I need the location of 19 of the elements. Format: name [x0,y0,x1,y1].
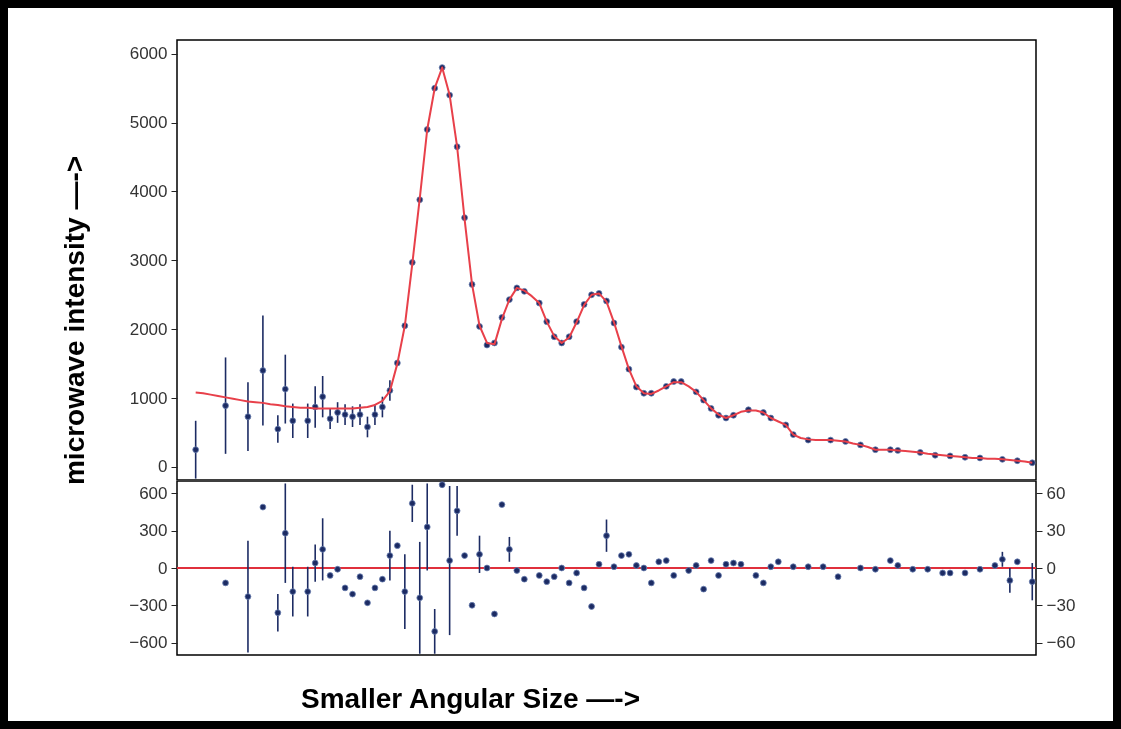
y-axis-title: microwave intensity —-> [58,155,90,486]
y2-tick-label: 0 [1046,558,1056,578]
y-tick-label: 5000 [129,113,168,133]
x-axis-title: Smaller Angular Size —-> [301,682,640,714]
y-tick-label: 600 [139,483,168,503]
y-tick-label: −300 [129,595,168,615]
y-tick-label: 300 [139,521,168,541]
y-tick-label: 2000 [129,319,168,339]
y-tick-label: 1000 [129,388,168,408]
y-tick-label: 0 [158,558,168,578]
y2-tick-label: −60 [1046,633,1076,653]
y2-tick-label: 30 [1046,521,1066,541]
y2-tick-label: −30 [1046,595,1076,615]
y-tick-label: 0 [158,457,168,477]
y2-tick-label: 60 [1046,483,1066,503]
y-tick-label: 6000 [129,44,168,64]
y-tick-label: −600 [129,633,168,653]
y-tick-label: 4000 [129,181,168,201]
y-tick-label: 3000 [129,250,168,270]
